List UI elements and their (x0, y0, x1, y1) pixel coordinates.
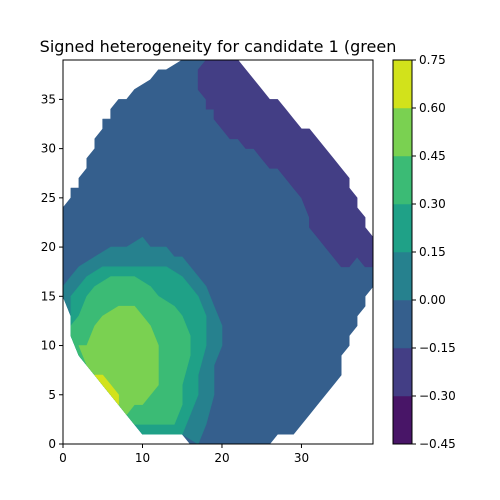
colorbar-tick-label: 0.75 (419, 53, 446, 67)
y-tick-label: 35 (41, 92, 56, 106)
colorbar (392, 59, 413, 445)
colorbar-band-0 (392, 395, 413, 445)
colorbar-band-6 (392, 107, 413, 157)
colorbar-tick-label: 0.45 (419, 149, 446, 163)
colorbar-tick-label: −0.45 (419, 437, 456, 451)
colorbar-tick-label: 0.60 (419, 101, 446, 115)
plot-frame (62, 59, 374, 445)
colorbar-band-5 (392, 155, 413, 205)
x-tick-label: 20 (214, 451, 229, 465)
colorbar-tick-label: 0.15 (419, 245, 446, 259)
x-axis: 0 10 20 30 (59, 444, 309, 465)
y-tick-label: 20 (41, 240, 56, 254)
y-tick-label: 30 (41, 142, 56, 156)
colorbar-band-3 (392, 251, 413, 301)
y-axis: 0 5 10 15 20 25 30 35 (41, 92, 63, 451)
colorbar-ticks: −0.45 −0.30 −0.15 0.00 0.15 0.30 0.45 0.60 0.75 (412, 53, 456, 451)
y-tick-label: 5 (48, 388, 56, 402)
colorbar-tick-label: 0.00 (419, 293, 446, 307)
colorbar-band-4 (392, 203, 413, 253)
colorbar-tick-label: −0.30 (419, 389, 456, 403)
colorbar-band-7 (392, 59, 413, 109)
x-tick-label: 30 (294, 451, 309, 465)
x-tick-label: 0 (59, 451, 67, 465)
colorbar-tick-label: −0.15 (419, 341, 456, 355)
colorbar-tick-label: 0.30 (419, 197, 446, 211)
y-tick-label: 25 (41, 191, 56, 205)
colorbar-band-1 (392, 347, 413, 397)
colorbar-band-2 (392, 299, 413, 349)
x-tick-label: 10 (135, 451, 150, 465)
y-tick-label: 0 (48, 437, 56, 451)
chart-title: Signed heterogeneity for candidate 1 (gr… (40, 37, 397, 56)
contour-region-1 (197, 60, 373, 268)
y-tick-label: 10 (41, 339, 56, 353)
y-tick-label: 15 (41, 289, 56, 303)
contour-regions (63, 60, 373, 444)
contour-region-6 (94, 374, 119, 405)
